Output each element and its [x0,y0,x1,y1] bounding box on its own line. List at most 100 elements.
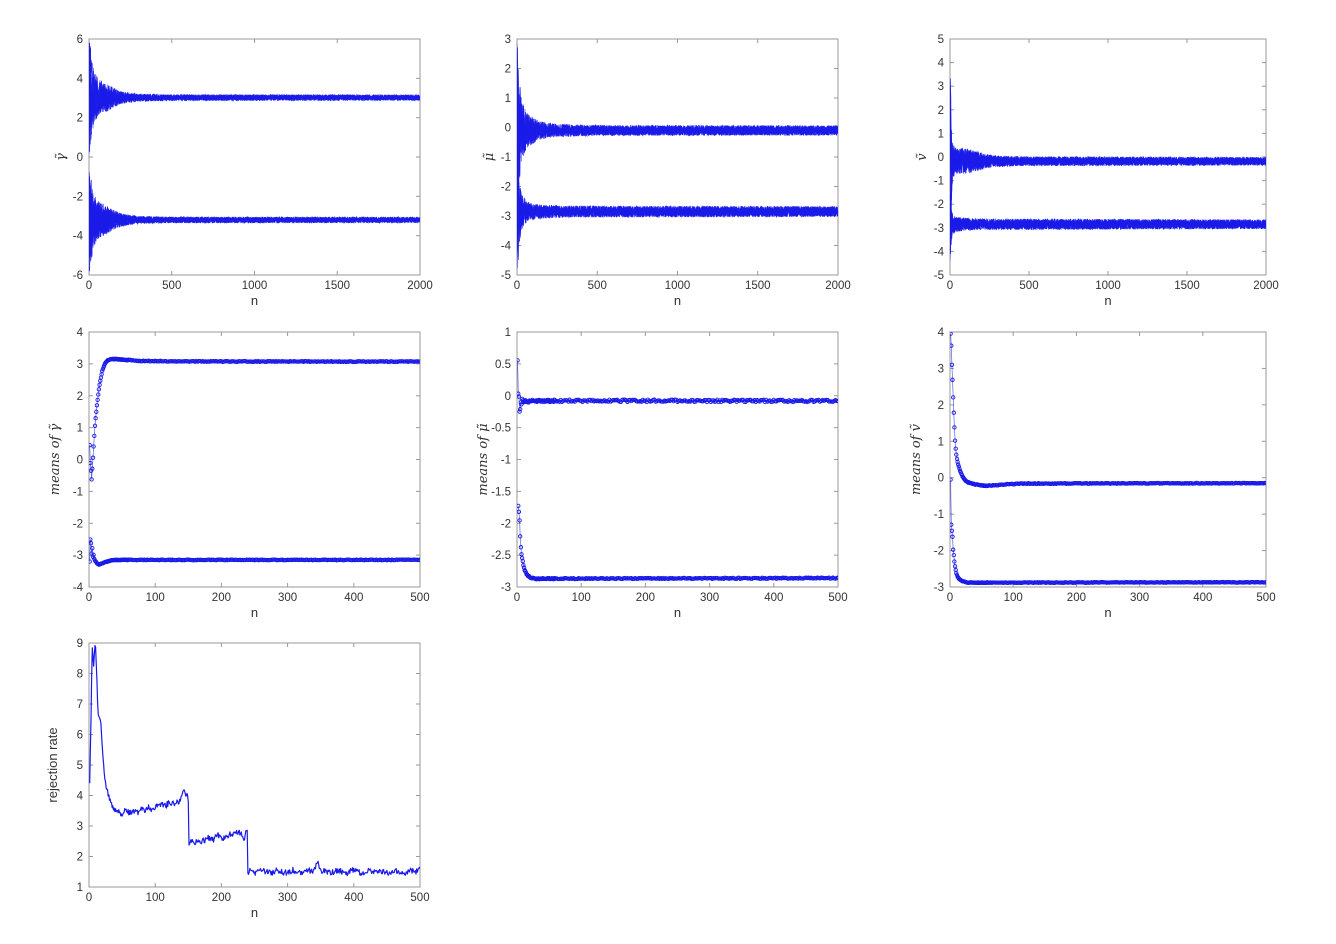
x-tick-label: 2000 [825,280,851,292]
x-tick-label: 300 [700,592,719,604]
y-tick-label: -1 [501,152,511,164]
chart-rejection-rate: 0 100 200 300 400 500 1 2 3 4 5 6 7 8 9 n rejection rate [0,624,456,944]
y-tick-label: -4 [501,241,512,253]
x-axis-label: n [1104,605,1111,620]
y-tick-label: -2 [934,546,944,558]
y-tick-label: 1 [505,327,511,339]
y-tick-label: -2 [73,191,83,203]
y-tick-label: 0 [938,473,944,485]
y-tick-label: 2 [938,105,944,117]
y-axis-label: γ̃ [54,153,69,161]
y-tick-label: -3 [934,223,944,235]
x-tick-label: 0 [947,592,953,604]
y-tick-label: 0 [77,455,83,467]
y-tick-label: 6 [77,730,83,742]
x-axis-label: n [251,293,258,306]
x-tick-label: 500 [588,280,607,292]
y-tick-label: 0 [938,152,944,164]
rejection-rate-svg: 0 100 200 300 400 500 1 2 3 4 5 6 7 8 9 n rejection rate [45,638,430,920]
y-tick-label: 1 [938,128,944,140]
x-axis-label: n [1104,293,1111,306]
x-tick-label: 500 [828,592,847,604]
x-tick-label: 500 [1019,280,1038,292]
x-tick-label: 1500 [324,280,350,292]
y-tick-label: 0 [505,123,511,135]
y-tick-label: -3 [73,550,83,562]
y-tick-label: 3 [938,363,944,375]
y-tick-label: -1.5 [491,486,511,498]
mu-trace-svg: 0 500 1000 1500 2000 -5 -4 -3 -2 -1 0 1 2 3 n μ̃ [482,34,851,306]
y-tick-label: -1 [934,509,944,521]
x-tick-label: 1000 [1095,280,1121,292]
y-axis-label: rejection rate [45,727,60,802]
y-tick-label: -2.5 [491,550,511,562]
x-tick-label: 200 [212,892,231,904]
x-tick-label: 0 [514,280,520,292]
chart-mu-trace: 0 500 1000 1500 2000 -5 -4 -3 -2 -1 0 1 2 3 n μ̃ [440,0,896,306]
y-tick-label: -4 [73,582,84,594]
y-axis-label: ṽ [915,153,930,161]
x-axis-label: n [674,293,681,306]
y-axis-label: means of ṽ [909,423,924,495]
v-trace-series [950,78,1266,261]
y-tick-label: 8 [77,669,83,681]
x-tick-label: 500 [410,592,429,604]
chart-v-trace: 0 500 1000 1500 2000 -5 -4 -3 -2 -1 0 1 2 3 4 5 n ṽ [880,0,1336,306]
y-tick-label: 2 [938,400,944,412]
x-tick-label: 400 [1193,592,1212,604]
x-tick-label: 400 [764,592,783,604]
x-tick-label: 0 [86,280,92,292]
y-tick-label: 4 [77,791,84,803]
x-axis-label: n [251,605,258,620]
x-tick-label: 300 [1130,592,1149,604]
y-tick-label: 2 [77,391,83,403]
y-tick-label: 1 [77,423,83,435]
means-mu-svg: 0 100 200 300 400 500 -3 -2.5 -2 -1.5 -1 -0.5 0 0.5 1 n… [476,327,848,620]
gamma-trace-svg: 0 500 1000 1500 2000 -6 -4 -2 0 2 4 6 n γ̃ [54,34,433,306]
x-tick-label: 100 [572,592,591,604]
means-v-svg: 0 100 200 300 400 500 -3 -2 -1 0 1 2 3 4 n means of ṽ [909,327,1276,620]
x-tick-label: 100 [1004,592,1023,604]
y-tick-label: -2 [501,518,511,530]
rejection-rate-series [89,645,420,877]
x-tick-label: 100 [146,892,165,904]
x-tick-label: 1000 [242,280,268,292]
x-tick-label: 300 [278,592,297,604]
y-tick-label: 6 [77,34,83,46]
y-tick-label: 7 [77,699,83,711]
y-tick-label: 2 [77,113,83,125]
y-tick-label: 3 [77,821,83,833]
mu-trace-series [517,43,838,269]
x-tick-label: 2000 [407,280,433,292]
x-axis-label: n [674,605,681,620]
x-tick-label: 500 [162,280,181,292]
y-tick-label: 5 [77,760,83,772]
x-tick-label: 400 [344,592,363,604]
x-tick-label: 200 [1067,592,1086,604]
x-tick-label: 500 [410,892,429,904]
y-tick-label: -3 [501,211,511,223]
v-trace-svg: 0 500 1000 1500 2000 -5 -4 -3 -2 -1 0 1 2 3 4 5 n ṽ [915,34,1279,306]
y-tick-label: 3 [938,81,944,93]
chart-means-v: 0 100 200 300 400 500 -3 -2 -1 0 1 2 3 4 n means of ṽ [880,306,1336,624]
y-tick-label: -0.5 [491,423,511,435]
y-tick-label: -4 [73,231,84,243]
x-tick-label: 0 [86,892,92,904]
y-tick-label: 2 [505,64,511,76]
y-tick-label: 0 [77,152,83,164]
x-tick-label: 500 [1256,592,1275,604]
y-tick-label: -6 [73,270,83,282]
means-mu-series [517,358,838,582]
x-tick-label: 200 [636,592,655,604]
x-tick-label: 1500 [745,280,771,292]
y-tick-label: 4 [938,327,945,339]
y-axis-label: μ̃ [482,153,497,161]
y-tick-label: -2 [73,518,83,530]
x-tick-label: 100 [146,592,165,604]
x-tick-label: 1500 [1174,280,1200,292]
y-tick-label: -3 [934,582,944,594]
means-gamma-series [89,356,420,567]
chart-means-mu: 0 100 200 300 400 500 -3 -2.5 -2 -1.5 -1 -0.5 0 0.5 1 n… [440,306,896,624]
x-tick-label: 400 [344,892,363,904]
